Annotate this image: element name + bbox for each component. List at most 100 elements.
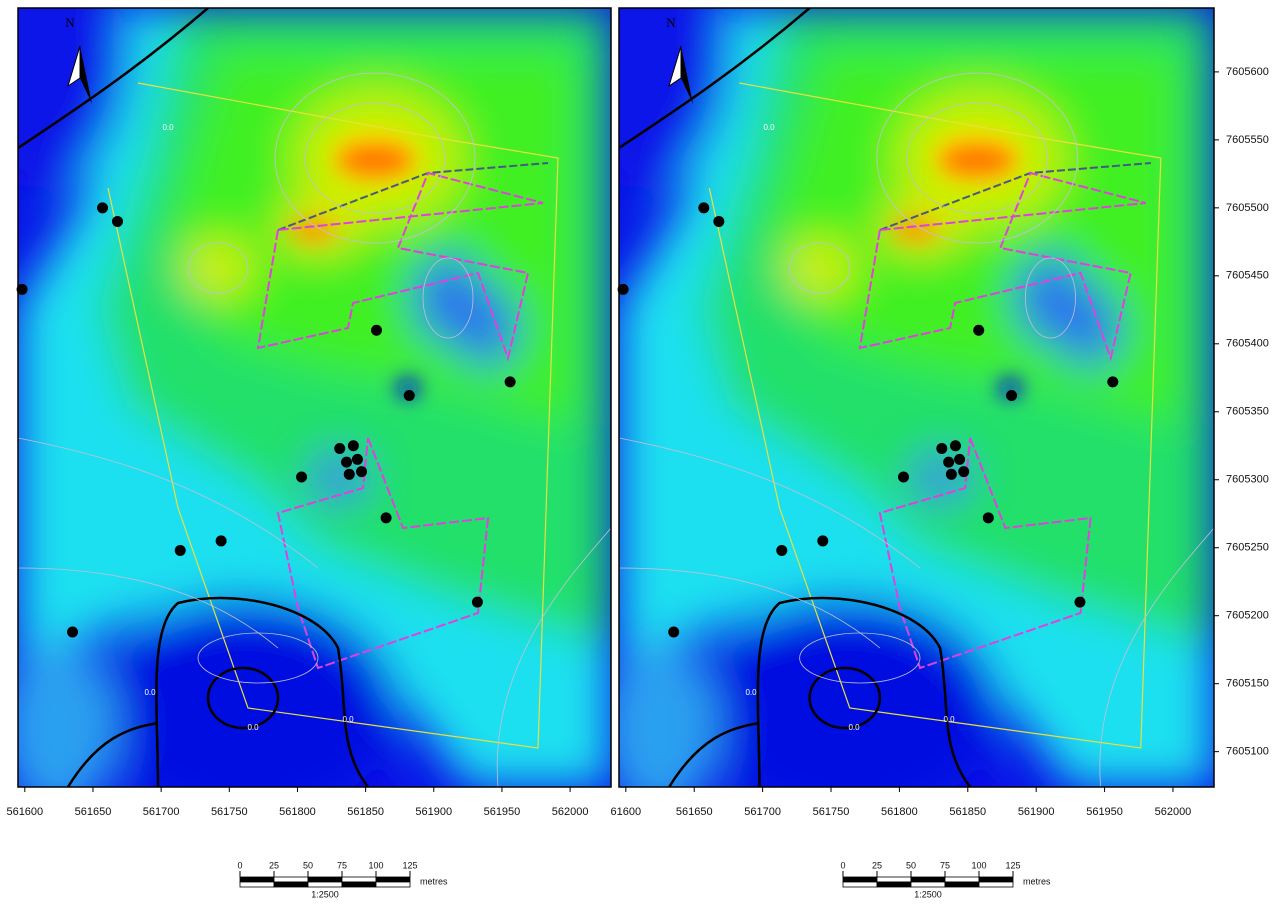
contour-label: 0.0 xyxy=(342,715,354,724)
well-point xyxy=(817,535,828,546)
well-point xyxy=(67,627,78,638)
contour-label: 0.0 xyxy=(943,715,955,724)
scale-unit: metres xyxy=(1023,876,1051,886)
scale-segment xyxy=(843,877,877,882)
terrain-raster xyxy=(549,0,1214,818)
y-tick-label: 7605600 xyxy=(1226,66,1269,78)
well-point xyxy=(352,454,363,465)
y-tick-label: 7605100 xyxy=(1226,746,1269,758)
well-point xyxy=(97,202,108,213)
well-point xyxy=(348,440,359,451)
y-tick-label: 7605450 xyxy=(1226,270,1269,282)
well-point xyxy=(371,325,382,336)
scale-segment xyxy=(274,877,308,882)
scale-tick-label: 75 xyxy=(337,860,347,870)
scale-segment xyxy=(911,882,945,887)
scale-ratio: 1:2500 xyxy=(914,889,942,899)
well-point xyxy=(1074,597,1085,608)
scale-segment xyxy=(945,882,979,887)
scale-tick-label: 125 xyxy=(402,860,417,870)
well-point xyxy=(1006,390,1017,401)
well-point xyxy=(17,284,28,295)
x-tick-label: 61600 xyxy=(611,806,642,818)
scale-tick-label: 0 xyxy=(237,860,242,870)
well-point xyxy=(936,443,947,454)
well-point xyxy=(175,545,186,556)
well-point xyxy=(950,440,961,451)
well-point xyxy=(954,454,965,465)
y-tick-label: 7605500 xyxy=(1226,202,1269,214)
scale-tick-label: 100 xyxy=(971,860,986,870)
scale-segment xyxy=(979,877,1013,882)
x-tick-label: 561850 xyxy=(949,806,986,818)
scale-segment xyxy=(843,882,877,887)
scale-segment xyxy=(376,882,410,887)
x-tick-label: 561950 xyxy=(484,806,521,818)
well-point xyxy=(334,443,345,454)
x-tick-label: 561900 xyxy=(1018,806,1055,818)
x-tick-label: 561900 xyxy=(415,806,452,818)
x-tick-label: 562000 xyxy=(1155,806,1192,818)
well-point xyxy=(404,390,415,401)
scale-segment xyxy=(342,882,376,887)
scale-tick-label: 25 xyxy=(269,860,279,870)
scale-tick-label: 125 xyxy=(1005,860,1020,870)
terrain-raster xyxy=(0,0,611,818)
well-point xyxy=(983,512,994,523)
x-tick-label: 561750 xyxy=(813,806,850,818)
north-label: N xyxy=(65,15,75,30)
well-point xyxy=(505,376,516,387)
scale-segment xyxy=(308,877,342,882)
map-figure: N 0.0 0.0 0.0 0.0 561600 561650 561700 561750 561… xyxy=(0,0,1284,899)
scale-tick-label: 75 xyxy=(940,860,950,870)
scale-tick-label: 100 xyxy=(368,860,383,870)
scale-segment xyxy=(240,877,274,882)
scale-segment xyxy=(240,882,274,887)
x-tick-label: 561950 xyxy=(1086,806,1123,818)
scale-segment xyxy=(945,877,979,882)
well-point xyxy=(713,216,724,227)
x-tick-label: 561850 xyxy=(347,806,384,818)
scale-segment xyxy=(911,877,945,882)
scale-ratio: 1:2500 xyxy=(311,889,339,899)
contour-label: 0.0 xyxy=(745,688,757,697)
scale-tick-label: 50 xyxy=(303,860,313,870)
contour-label: 0.0 xyxy=(144,688,156,697)
north-label: N xyxy=(666,15,676,30)
scale-segment xyxy=(979,882,1013,887)
well-point xyxy=(618,284,629,295)
y-tick-label: 7605300 xyxy=(1226,474,1269,486)
well-point xyxy=(973,325,984,336)
scale-tick-label: 50 xyxy=(906,860,916,870)
scale-segment xyxy=(342,877,376,882)
contour-label: 0.0 xyxy=(247,723,259,732)
scale-tick-label: 0 xyxy=(840,860,845,870)
contour-label: 0.0 xyxy=(763,123,775,132)
scale-segment xyxy=(308,882,342,887)
contour-label: 0.0 xyxy=(162,123,174,132)
y-tick-label: 7605350 xyxy=(1226,406,1269,418)
x-tick-label: 561700 xyxy=(143,806,180,818)
x-tick-label: 561600 xyxy=(6,806,43,818)
well-point xyxy=(668,627,679,638)
scale-segment xyxy=(274,882,308,887)
well-point xyxy=(356,466,367,477)
scale-tick-label: 25 xyxy=(872,860,882,870)
y-tick-label: 7605150 xyxy=(1226,678,1269,690)
well-point xyxy=(112,216,123,227)
x-tick-label: 561650 xyxy=(676,806,713,818)
scale-segment xyxy=(877,877,911,882)
well-point xyxy=(381,512,392,523)
x-tick-label: 562000 xyxy=(552,806,589,818)
well-point xyxy=(776,545,787,556)
x-tick-label: 561800 xyxy=(279,806,316,818)
x-tick-label: 561750 xyxy=(211,806,248,818)
well-point xyxy=(958,466,969,477)
well-point xyxy=(341,457,352,468)
well-point xyxy=(698,202,709,213)
y-tick-label: 7605250 xyxy=(1226,542,1269,554)
well-point xyxy=(1107,376,1118,387)
x-tick-label: 561800 xyxy=(881,806,918,818)
